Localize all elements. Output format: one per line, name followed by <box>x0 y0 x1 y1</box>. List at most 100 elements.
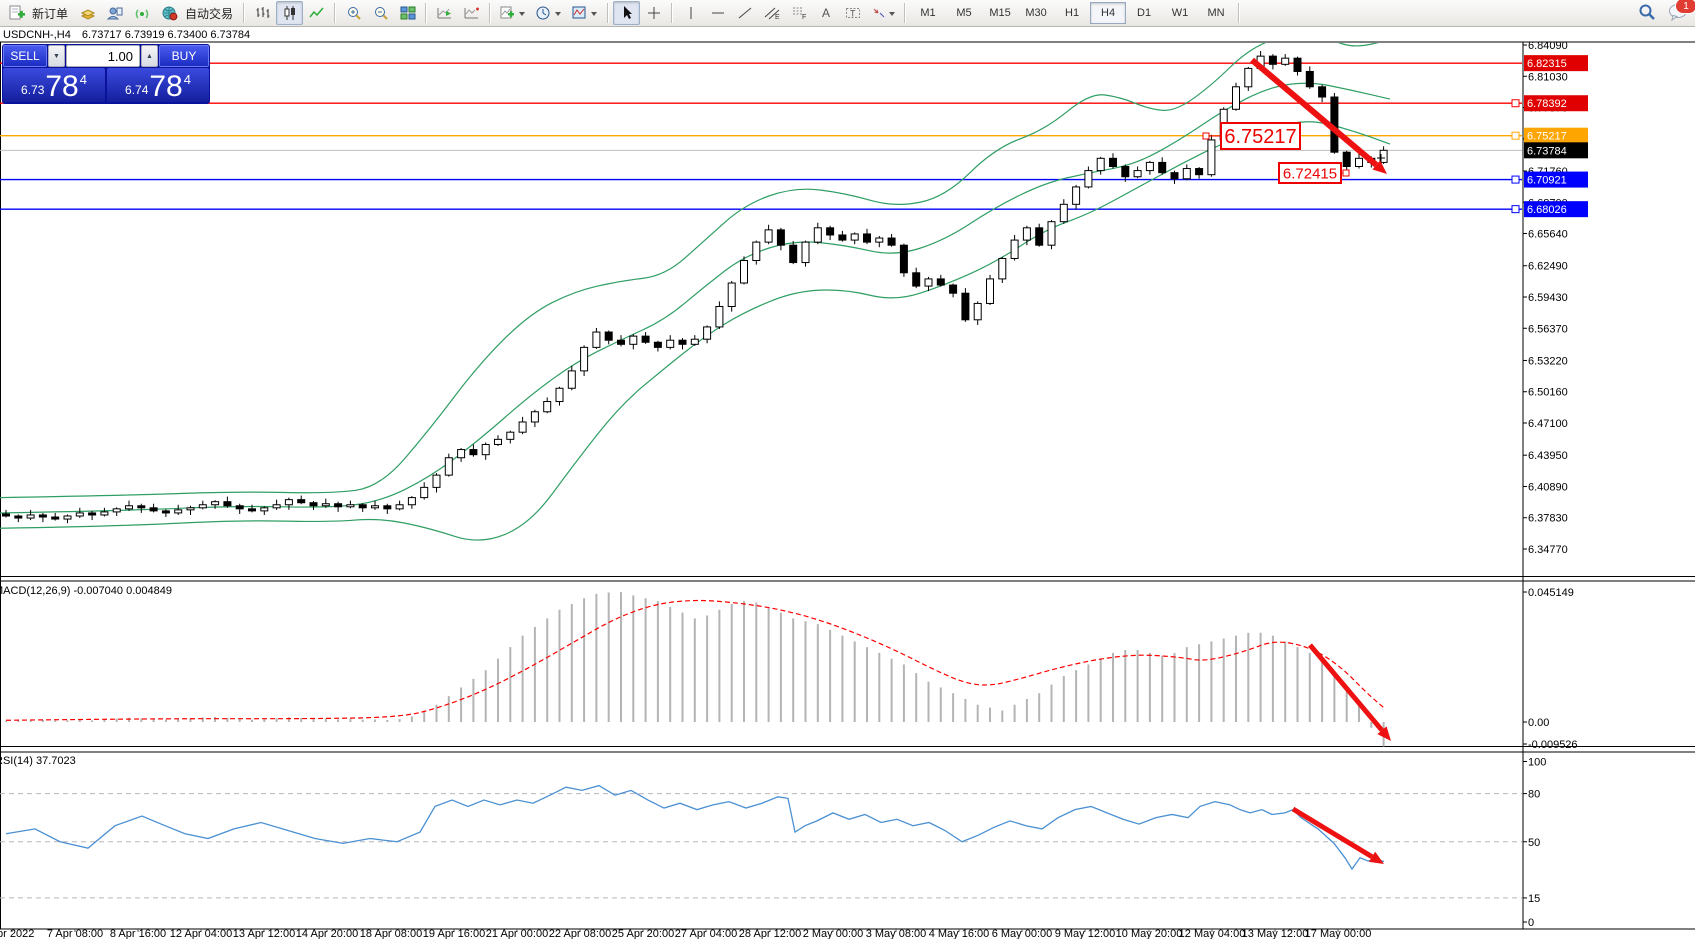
sell-price[interactable]: 6.73 78 4 <box>3 68 105 102</box>
notification-badge: 1 <box>1675 0 1695 14</box>
tab-m5[interactable]: M5 <box>956 7 972 19</box>
svg-text:E: E <box>775 14 780 21</box>
new-order-button[interactable]: 新订单 <box>2 1 74 25</box>
auto-scroll-icon[interactable] <box>431 1 458 25</box>
market-watch-icon[interactable] <box>101 1 128 25</box>
svg-text:9 May 12:00: 9 May 12:00 <box>1055 928 1116 939</box>
zoom-out-icon[interactable] <box>367 1 394 25</box>
svg-text:-0.009526: -0.009526 <box>1528 739 1578 751</box>
tab-h4[interactable]: H4 <box>1090 2 1127 24</box>
toolbar-separator <box>425 3 428 23</box>
volume-increase-button[interactable]: ▲ <box>141 45 158 67</box>
svg-text:6.84090: 6.84090 <box>1528 40 1568 52</box>
svg-text:6.43950: 6.43950 <box>1528 450 1568 462</box>
line-chart-icon[interactable] <box>303 1 330 25</box>
signals-icon[interactable] <box>128 1 155 25</box>
text-label-icon[interactable]: T <box>839 1 866 25</box>
buy-price-big: 78 <box>149 70 183 103</box>
toolbar-separator <box>904 3 907 23</box>
templates-icon[interactable] <box>567 1 603 25</box>
svg-text:6.78392: 6.78392 <box>1527 98 1567 110</box>
svg-text:6.40890: 6.40890 <box>1528 481 1568 493</box>
svg-text:6.81030: 6.81030 <box>1528 71 1568 83</box>
svg-text:F: F <box>802 14 806 21</box>
chat-bubble-icon[interactable]: 1 <box>1667 0 1695 22</box>
svg-text:80: 80 <box>1528 789 1540 801</box>
search-icon[interactable] <box>1637 2 1657 22</box>
svg-text:Apr 2022: Apr 2022 <box>0 928 34 939</box>
svg-text:6.62490: 6.62490 <box>1528 261 1568 273</box>
buy-button[interactable]: BUY <box>159 45 209 67</box>
svg-text:6.75217: 6.75217 <box>1527 131 1567 143</box>
svg-text:0.045149: 0.045149 <box>1528 587 1574 599</box>
fibonacci-icon[interactable]: F <box>785 1 812 25</box>
tab-m30[interactable]: M30 <box>1025 7 1047 19</box>
volume-input[interactable]: 1.00 <box>66 45 140 67</box>
vertical-line-icon[interactable] <box>677 1 704 25</box>
svg-text:MACD(12,26,9) -0.007040 0.0048: MACD(12,26,9) -0.007040 0.004849 <box>0 585 172 597</box>
chart-shift-icon[interactable] <box>458 1 485 25</box>
svg-text:0: 0 <box>1528 917 1534 929</box>
zoom-in-icon[interactable] <box>340 1 367 25</box>
bar-chart-icon[interactable] <box>249 1 276 25</box>
svg-text:4 May 16:00: 4 May 16:00 <box>929 928 990 939</box>
text-icon[interactable]: A <box>812 1 839 25</box>
svg-text:50: 50 <box>1528 837 1540 849</box>
history-icon[interactable] <box>74 1 101 25</box>
svg-text:6.65640: 6.65640 <box>1528 229 1568 241</box>
cursor-icon[interactable] <box>613 1 641 25</box>
tab-w1[interactable]: W1 <box>1171 7 1189 19</box>
svg-text:6.59430: 6.59430 <box>1528 292 1568 304</box>
svg-text:14 Apr 20:00: 14 Apr 20:00 <box>296 928 358 939</box>
svg-text:3 May 08:00: 3 May 08:00 <box>866 928 927 939</box>
candlestick-chart-icon[interactable] <box>276 1 304 25</box>
chart-title: USDCNH-,H4 6.73717 6.73919 6.73400 6.737… <box>3 29 250 41</box>
sell-price-prefix: 6.73 <box>21 83 45 97</box>
svg-text:6 May 00:00: 6 May 00:00 <box>992 928 1053 939</box>
svg-text:6.56370: 6.56370 <box>1528 323 1568 335</box>
sell-price-big: 78 <box>45 70 79 103</box>
svg-text:13 Apr 12:00: 13 Apr 12:00 <box>233 928 295 939</box>
tab-mn[interactable]: MN <box>1207 7 1225 19</box>
tab-h1[interactable]: H1 <box>1065 7 1080 19</box>
svg-text:2 May 00:00: 2 May 00:00 <box>803 928 864 939</box>
buy-price[interactable]: 6.74 78 4 <box>107 68 209 102</box>
svg-text:18 Apr 08:00: 18 Apr 08:00 <box>360 928 422 939</box>
svg-text:17 May 00:00: 17 May 00:00 <box>1305 928 1372 939</box>
buy-price-sup: 4 <box>183 72 191 87</box>
tab-m1[interactable]: M1 <box>920 7 936 19</box>
trendline-icon[interactable] <box>731 1 758 25</box>
svg-text:6.73784: 6.73784 <box>1527 145 1567 157</box>
svg-text:100: 100 <box>1528 757 1546 769</box>
svg-text:15: 15 <box>1528 893 1540 905</box>
svg-text:0.00: 0.00 <box>1528 717 1549 729</box>
new-order-icon <box>3 1 30 25</box>
horizontal-line-icon[interactable] <box>704 1 731 25</box>
chart-symbol-period: USDCNH-,H4 <box>3 29 71 41</box>
tab-m15[interactable]: M15 <box>989 7 1011 19</box>
main-toolbar: 新订单 自动交易 <box>0 0 1695 27</box>
svg-text:6.53220: 6.53220 <box>1528 355 1568 367</box>
sell-button[interactable]: SELL <box>3 45 47 67</box>
autotrade-label: 自动交易 <box>185 6 234 21</box>
toolbar-separator <box>671 3 674 23</box>
tile-windows-icon[interactable] <box>394 1 421 25</box>
svg-text:28 Apr 12:00: 28 Apr 12:00 <box>739 928 801 939</box>
volume-decrease-button[interactable]: ▼ <box>48 45 65 67</box>
svg-text:6.34770: 6.34770 <box>1528 544 1568 556</box>
tab-d1[interactable]: D1 <box>1137 7 1152 19</box>
arrows-icon[interactable] <box>866 1 900 25</box>
autotrade-icon <box>156 1 183 25</box>
new-chart-icon[interactable] <box>495 1 531 25</box>
svg-text:6.68026: 6.68026 <box>1527 204 1567 216</box>
chart-ohlc-values: 6.73717 6.73919 6.73400 6.73784 <box>81 29 251 41</box>
crosshair-icon[interactable] <box>640 1 667 25</box>
channel-icon[interactable]: E <box>758 1 785 25</box>
svg-text:6.75217: 6.75217 <box>1224 126 1296 148</box>
svg-text:12 May 04:00: 12 May 04:00 <box>1179 928 1246 939</box>
svg-text:T: T <box>850 9 856 19</box>
autotrade-button[interactable]: 自动交易 <box>155 1 239 25</box>
periods-icon[interactable] <box>531 1 567 25</box>
svg-text:A: A <box>822 6 830 20</box>
